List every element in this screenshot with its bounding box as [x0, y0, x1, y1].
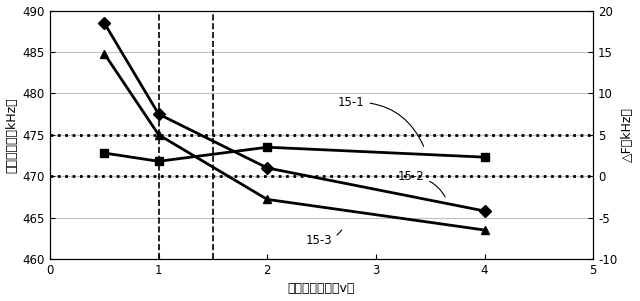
- Y-axis label: △F（kHz）: △F（kHz）: [621, 107, 634, 162]
- X-axis label: 伸縮駆動電圧（v）: 伸縮駆動電圧（v）: [288, 282, 355, 296]
- Y-axis label: 共振周波数（kHz）: 共振周波数（kHz）: [6, 97, 19, 172]
- Text: 15-2: 15-2: [397, 170, 445, 197]
- Text: 15-3: 15-3: [305, 230, 342, 247]
- Text: 15-1: 15-1: [338, 96, 424, 146]
